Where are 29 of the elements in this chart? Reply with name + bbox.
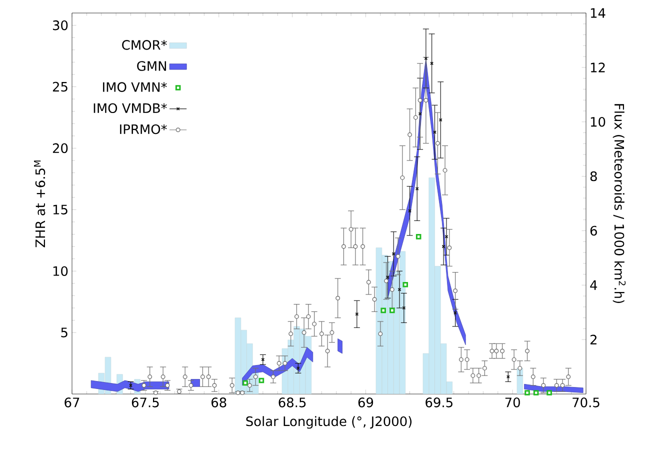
y-axis-title: ZHR at +6.5$^{M}$ <box>34 160 46 248</box>
x-tick-label: 70 <box>505 398 520 408</box>
y2-tick-label: 12 <box>590 62 605 72</box>
y2-tick-label: 14 <box>590 8 606 18</box>
x-axis-title: Solar Longitude (°, J2000) <box>246 416 412 429</box>
x-tick-label: 68 <box>212 398 226 408</box>
legend-label: IMO VMN* <box>103 82 167 92</box>
x-tick-label: 68.5 <box>278 398 306 408</box>
legend-label: CMOR* <box>122 40 167 50</box>
y2-tick-label: 10 <box>590 116 606 127</box>
y-tick-label: 30 <box>52 20 68 30</box>
legend-label: GMN <box>137 61 166 71</box>
y-tick-label: 25 <box>52 82 68 92</box>
legend-label: IMO VMDB* <box>94 103 167 114</box>
x-tick-label: 69.5 <box>426 398 452 408</box>
y2-tick-label: 2 <box>590 334 596 344</box>
x-tick-label: 67.5 <box>132 398 159 408</box>
x-tick-label: 67 <box>64 398 80 408</box>
y-tick-label: 5 <box>61 328 68 338</box>
y2-tick-label: 4 <box>590 280 598 290</box>
y2-axis-title: Flux (Meteoroids / 1000 km$^{2}$.h) <box>612 104 626 303</box>
y2-tick-label: 6 <box>590 226 597 236</box>
x-tick-label: 70.5 <box>572 398 600 408</box>
y2-tick-label: 8 <box>590 171 597 182</box>
y-tick-label: 15 <box>53 204 68 214</box>
x-tick-label: 69 <box>358 398 374 408</box>
y-tick-label: 10 <box>53 266 68 276</box>
y-tick-label: 20 <box>52 143 68 154</box>
legend-label: IPRMO* <box>120 124 167 134</box>
